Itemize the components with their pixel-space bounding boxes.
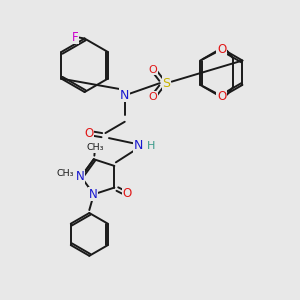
Text: N: N xyxy=(76,170,85,183)
Text: O: O xyxy=(122,187,131,200)
Text: CH₃: CH₃ xyxy=(86,143,104,152)
Text: O: O xyxy=(84,127,94,140)
Text: O: O xyxy=(217,90,226,103)
Text: O: O xyxy=(217,43,226,56)
Text: O: O xyxy=(148,92,157,101)
Text: CH₃: CH₃ xyxy=(57,169,74,178)
Text: N: N xyxy=(89,188,98,201)
Text: N: N xyxy=(120,88,129,101)
Text: O: O xyxy=(148,65,157,75)
Text: F: F xyxy=(72,31,78,44)
Text: H: H xyxy=(146,140,155,151)
Text: N: N xyxy=(134,139,143,152)
Text: S: S xyxy=(162,76,170,90)
